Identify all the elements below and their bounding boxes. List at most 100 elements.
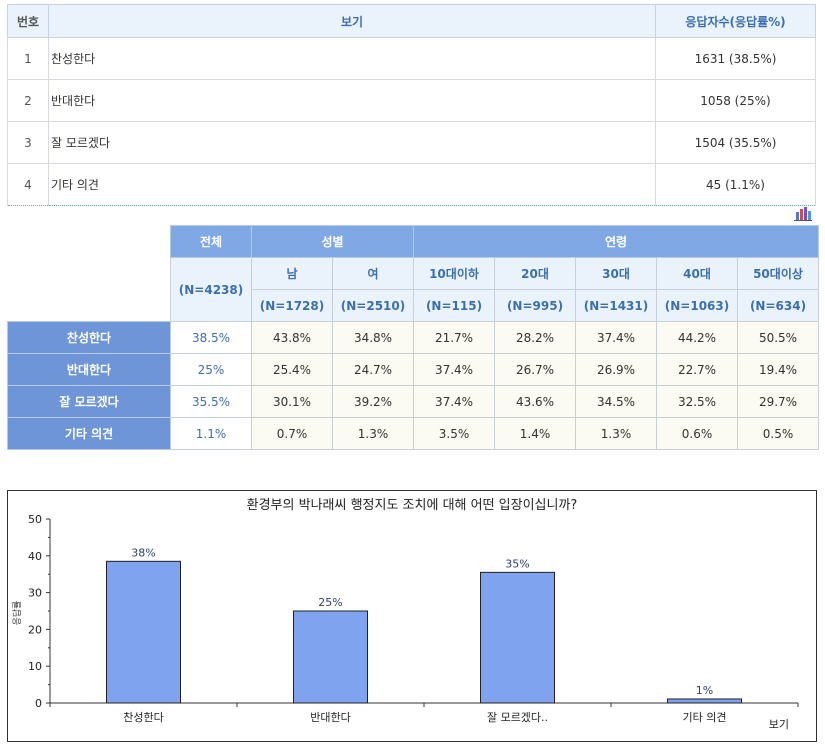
- crosstab-table: 전체 성별 연령 (N=4238) 남 여 10대이하 20대 30대 40대 …: [7, 225, 819, 450]
- crosstab-row: 기타 의견 1.1% 0.7% 1.3% 3.5% 1.4% 1.3% 0.6%…: [7, 417, 819, 450]
- column-label: 10대이하: [413, 257, 495, 290]
- col-header-num: 번호: [7, 4, 49, 38]
- cell-value: 1.3%: [332, 417, 414, 450]
- cell-value: 44.2%: [656, 321, 738, 354]
- answer-result: 45 (1.1%): [655, 163, 816, 206]
- column-n: (N=1063): [656, 289, 738, 322]
- bar-chart: 환경부의 박나래씨 행정지도 조치에 대해 어떤 입장이십니까? 응답률 보기 …: [11, 497, 799, 731]
- answer-result: 1504 (35.5%): [655, 121, 816, 164]
- cell-value: 24.7%: [332, 353, 414, 386]
- cell-value: 39.2%: [332, 385, 414, 418]
- bar: [106, 560, 181, 704]
- gender-header: 성별: [251, 225, 414, 258]
- column-n: (N=634): [737, 289, 819, 322]
- cell-value: 30.1%: [251, 385, 333, 418]
- answer-result: 1058 (25%): [655, 79, 816, 122]
- answer-label: 잘 모르겠다: [48, 121, 656, 164]
- column-n: (N=2510): [332, 289, 414, 322]
- y-tick-label: 20: [28, 623, 42, 636]
- cell-value: 43.8%: [251, 321, 333, 354]
- cell-value: 22.7%: [656, 353, 738, 386]
- cell-value: 19.4%: [737, 353, 819, 386]
- row-label: 잘 모르겠다: [7, 385, 171, 418]
- col-header-result: 응답자수(응답률%): [655, 4, 816, 38]
- cell-value: 34.5%: [575, 385, 657, 418]
- y-tick-label: 40: [28, 550, 42, 563]
- crosstab-row: 반대한다 25% 25.4% 24.7% 37.4% 26.7% 26.9% 2…: [7, 353, 819, 386]
- row-total: 35.5%: [170, 385, 252, 418]
- row-label: 기타 의견: [7, 417, 171, 450]
- column-label: 40대: [656, 257, 738, 290]
- column-label: 30대: [575, 257, 657, 290]
- col-header-label: 보기: [48, 4, 656, 38]
- cell-value: 0.7%: [251, 417, 333, 450]
- cell-value: 0.5%: [737, 417, 819, 450]
- cell-value: 28.2%: [494, 321, 576, 354]
- row-label: 반대한다: [7, 353, 171, 386]
- y-tick-label: 0: [35, 697, 42, 710]
- row-total: 25%: [170, 353, 252, 386]
- cell-value: 29.7%: [737, 385, 819, 418]
- answer-num: 2: [7, 79, 49, 122]
- answers-table: 번호 보기 응답자수(응답률%) 1 찬성한다 1631 (38.5%) 2 반…: [7, 4, 816, 206]
- answer-row: 3 잘 모르겠다 1504 (35.5%): [7, 121, 816, 164]
- row-total: 1.1%: [170, 417, 252, 450]
- age-header: 연령: [413, 225, 819, 258]
- answer-num: 1: [7, 37, 49, 80]
- cell-value: 37.4%: [413, 353, 495, 386]
- bar-chart-icon[interactable]: [794, 206, 812, 221]
- answer-num: 3: [7, 121, 49, 164]
- data-label: 38%: [131, 546, 155, 559]
- x-tick-label: 찬성한다: [123, 710, 163, 724]
- cell-value: 3.5%: [413, 417, 495, 450]
- answer-row: 2 반대한다 1058 (25%): [7, 79, 816, 122]
- answer-row: 1 찬성한다 1631 (38.5%): [7, 37, 816, 80]
- total-n: (N=4238): [170, 257, 252, 322]
- y-tick-label: 50: [28, 513, 42, 526]
- answers-header-row: 번호 보기 응답자수(응답률%): [7, 4, 816, 38]
- answer-label: 기타 의견: [48, 163, 656, 206]
- cell-value: 50.5%: [737, 321, 819, 354]
- column-label: 20대: [494, 257, 576, 290]
- chart-title: 환경부의 박나래씨 행정지도 조치에 대해 어떤 입장이십니까?: [247, 497, 578, 513]
- cell-value: 1.3%: [575, 417, 657, 450]
- y-axis-label: 응답률: [11, 601, 23, 626]
- total-header: 전체: [170, 225, 252, 258]
- x-tick-label: 반대한다: [310, 711, 350, 724]
- crosstab-row: 잘 모르겠다 35.5% 30.1% 39.2% 37.4% 43.6% 34.…: [7, 385, 819, 418]
- cell-value: 37.4%: [575, 321, 657, 354]
- column-label: 여: [332, 257, 414, 290]
- x-tick-label: 기타 의견: [683, 711, 727, 724]
- answer-result: 1631 (38.5%): [655, 37, 816, 80]
- answer-row: 4 기타 의견 45 (1.1%): [7, 163, 816, 206]
- row-total: 38.5%: [170, 321, 252, 354]
- bar: [293, 610, 368, 704]
- cell-value: 26.9%: [575, 353, 657, 386]
- cell-value: 0.6%: [656, 417, 738, 450]
- crosstab-row: 찬성한다 38.5% 43.8% 34.8% 21.7% 28.2% 37.4%…: [7, 321, 819, 354]
- cell-value: 25.4%: [251, 353, 333, 386]
- column-label: 남: [251, 257, 333, 290]
- bar: [667, 698, 742, 704]
- data-label: 25%: [318, 596, 342, 609]
- answer-label: 반대한다: [48, 79, 656, 122]
- cell-value: 32.5%: [656, 385, 738, 418]
- x-axis-label: 보기: [769, 718, 789, 731]
- y-tick-label: 10: [28, 660, 42, 673]
- cell-value: 26.7%: [494, 353, 576, 386]
- answer-label: 찬성한다: [48, 37, 656, 80]
- column-n: (N=995): [494, 289, 576, 322]
- bar: [480, 571, 555, 704]
- column-n: (N=115): [413, 289, 495, 322]
- cell-value: 37.4%: [413, 385, 495, 418]
- data-label: 1%: [696, 684, 713, 697]
- data-label: 35%: [505, 557, 529, 570]
- cell-value: 21.7%: [413, 321, 495, 354]
- x-tick-label: 잘 모르겠다..: [487, 711, 548, 724]
- cell-value: 34.8%: [332, 321, 414, 354]
- answer-num: 4: [7, 163, 49, 206]
- bar-chart-panel: 환경부의 박나래씨 행정지도 조치에 대해 어떤 입장이십니까? 응답률 보기 …: [7, 490, 817, 742]
- cell-value: 43.6%: [494, 385, 576, 418]
- row-label: 찬성한다: [7, 321, 171, 354]
- cell-value: 1.4%: [494, 417, 576, 450]
